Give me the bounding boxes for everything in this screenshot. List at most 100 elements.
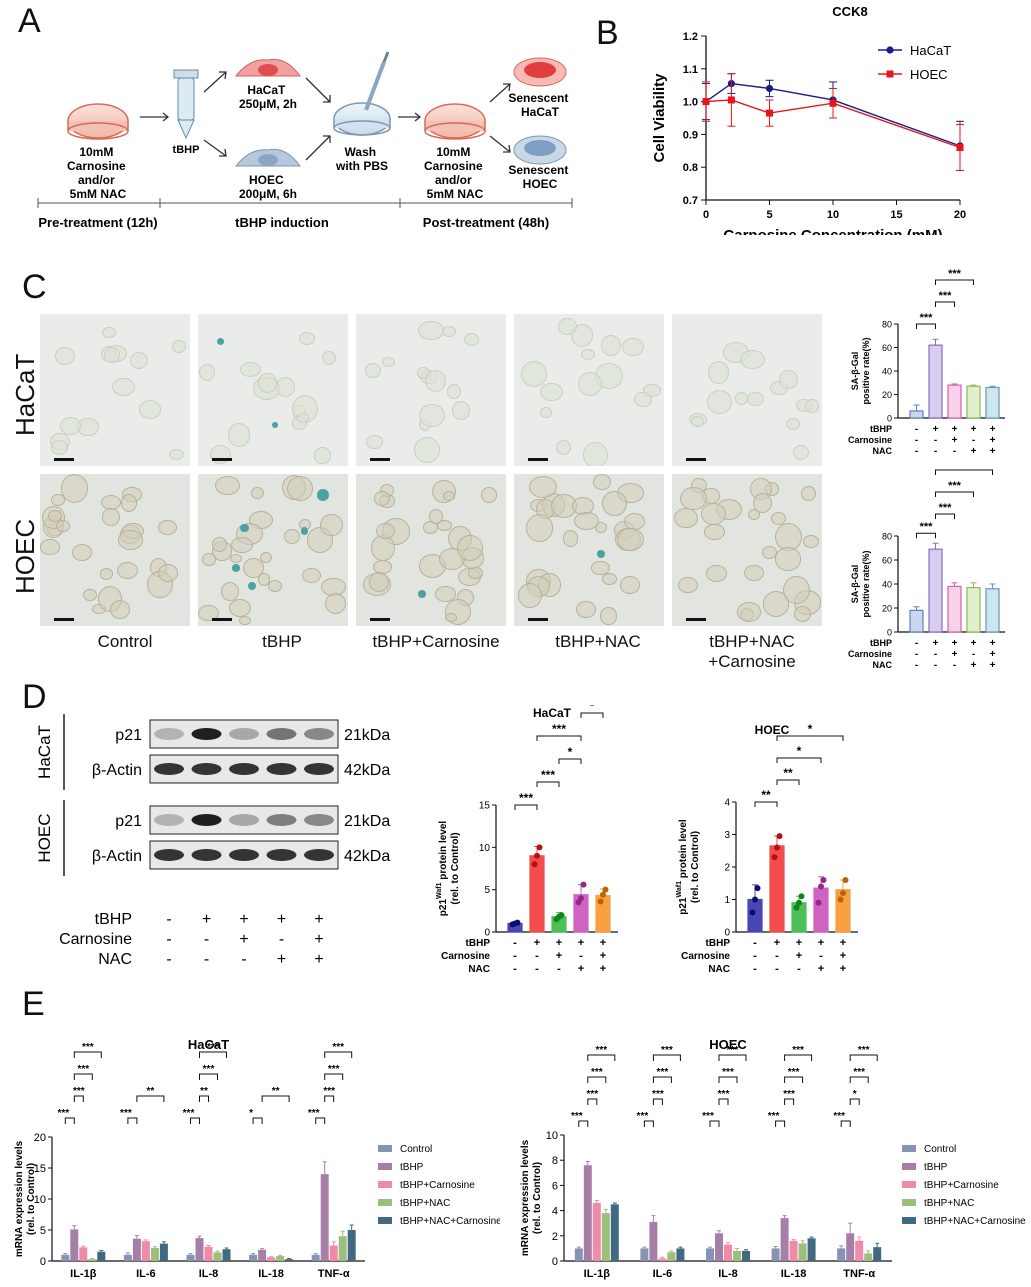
- treatment-sign: -: [753, 937, 757, 949]
- significance-bracket: [775, 1120, 786, 1127]
- significance-label: ***: [948, 480, 962, 492]
- significance-bracket: [190, 1117, 200, 1124]
- treatment-sign: -: [166, 911, 171, 928]
- treatment-sign: -: [166, 931, 171, 948]
- bar: [649, 1221, 658, 1261]
- legend-label: Control: [400, 1144, 432, 1155]
- cell: [250, 486, 265, 499]
- blot-band: [266, 763, 297, 775]
- cell: [320, 513, 344, 537]
- cell: [112, 377, 136, 396]
- blot-band: [154, 763, 184, 775]
- legend-swatch: [378, 1217, 392, 1224]
- blot-band: [304, 849, 334, 861]
- data-point: [534, 852, 540, 859]
- cell: [296, 412, 310, 423]
- data-point: [793, 904, 800, 911]
- treatment-sign: -: [279, 931, 284, 948]
- significance-label: **: [147, 1086, 155, 1097]
- bar: [947, 585, 962, 633]
- treatment-sign: -: [204, 951, 209, 968]
- y-tick-label: 15: [479, 801, 491, 812]
- cell: [120, 493, 138, 512]
- senescent-hoec-line-1: Senescent: [508, 163, 568, 177]
- significance-bracket: [587, 1076, 607, 1083]
- treatment-sign: +: [840, 963, 846, 975]
- significance-bracket: [849, 1076, 869, 1083]
- significance-label: *: [590, 705, 595, 713]
- significance-bracket: [784, 1054, 813, 1061]
- significance-bracket: [261, 1095, 290, 1102]
- treatment-sign: +: [990, 446, 996, 457]
- tube-icon: [173, 69, 199, 140]
- treatment-sign: +: [933, 638, 939, 649]
- x-tick-label: 10: [827, 209, 839, 221]
- senescent-hacat-icon: [513, 57, 567, 87]
- experimental-schematic: 10mM Carnosine and/or 5mM NAC tBHP HaCaT…: [37, 51, 573, 230]
- data-point: [842, 877, 849, 883]
- cell: [583, 442, 609, 466]
- significance-bracket: [754, 801, 778, 807]
- y-axis-label: Cell Viability: [651, 73, 668, 163]
- significance-bracket: [935, 513, 955, 519]
- legend-swatch: [378, 1145, 392, 1152]
- significance-bracket: [536, 735, 582, 741]
- band-size: 42kDa: [344, 762, 390, 779]
- legend-label: tBHP+NAC+Carnosine: [924, 1216, 1026, 1227]
- significance-bracket: [578, 1120, 589, 1127]
- band-label: β-Actin: [92, 848, 142, 865]
- legend-label: HaCaT: [910, 43, 951, 58]
- band-size: 42kDa: [344, 848, 390, 865]
- micrograph-hoec-2: [198, 474, 348, 626]
- x-tick-label: 15: [890, 209, 902, 221]
- x-tick-label: TNF-α: [318, 1268, 350, 1280]
- treatment-sign: +: [840, 950, 846, 962]
- cell: [102, 326, 117, 339]
- micrograph-hacat-3: [356, 314, 506, 466]
- cell: [239, 615, 252, 626]
- data-point: [766, 109, 773, 117]
- cell: [198, 363, 216, 381]
- posttreatment-dish: [424, 103, 486, 140]
- x-tick-label: 20: [954, 209, 966, 221]
- bar: [267, 1257, 276, 1261]
- cell: [602, 573, 617, 586]
- bar: [574, 1248, 583, 1261]
- y-tick-label: 10: [546, 1130, 558, 1142]
- blot-band: [154, 814, 184, 826]
- scale-bar: [370, 618, 390, 621]
- treatment-sign: -: [775, 963, 779, 975]
- x-axis-label: Carnosine Concentration (mM): [723, 227, 942, 235]
- treatment-sign: +: [600, 963, 606, 975]
- data-point: [578, 895, 584, 902]
- arrow-icon: [203, 71, 227, 157]
- legend-label: tBHP: [400, 1162, 424, 1173]
- y-tick-label: 1.1: [683, 64, 698, 76]
- y-axis-label: SA-β-Gal: [850, 352, 860, 391]
- bar: [79, 1247, 88, 1261]
- treatment-sign: -: [513, 937, 517, 949]
- data-point: [818, 883, 824, 890]
- bar: [141, 1241, 150, 1261]
- cell: [418, 403, 445, 427]
- micrograph-hacat-5: [672, 314, 822, 466]
- cell: [99, 568, 114, 580]
- bar: [204, 1246, 213, 1261]
- sa-bgal-hoec-chart: 0 20 40 60 80 SA-β-Gal positive rate(%) *** *** *…: [848, 466, 1005, 671]
- cell: [708, 360, 730, 384]
- cell: [737, 602, 762, 622]
- cell: [324, 592, 346, 615]
- data-point: [536, 844, 543, 851]
- bar: [667, 1252, 676, 1261]
- chart-title: CCK8: [832, 4, 867, 19]
- significance-label: ***: [57, 1108, 69, 1119]
- scale-bar: [54, 458, 74, 461]
- cell: [198, 604, 219, 622]
- pretreatment-label: 10mM Carnosine and/or 5mM NAC: [67, 145, 129, 201]
- micrograph-hacat-2: [198, 314, 348, 466]
- timeline-axis: [37, 198, 573, 208]
- cell: [138, 400, 161, 420]
- cell: [447, 383, 462, 399]
- cell: [457, 534, 483, 561]
- cell: [257, 573, 271, 586]
